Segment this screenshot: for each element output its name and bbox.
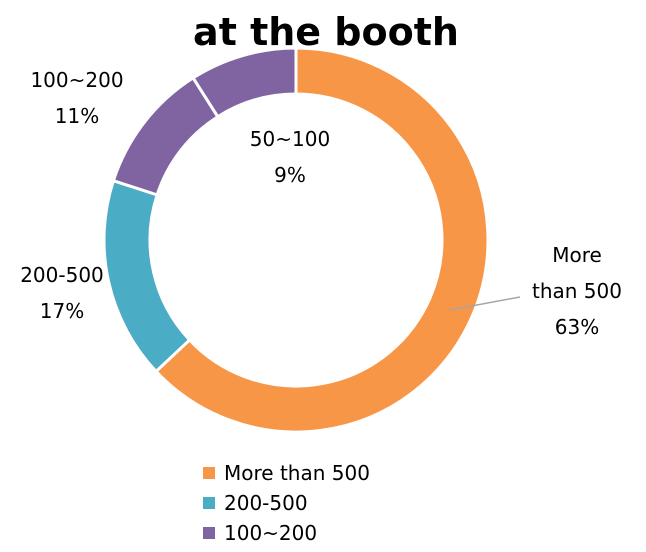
data-label-50-100-line-2: 9% — [274, 163, 306, 187]
slice-100-200 — [111, 75, 220, 197]
data-label-50-100-line-1: 50~100 — [250, 127, 330, 151]
legend-swatch-200-500 — [203, 497, 215, 509]
data-label-200-500-line-2: 17% — [40, 299, 84, 323]
legend-swatch-more-than-500 — [203, 467, 215, 479]
legend-label-100-200: 100~200 — [224, 521, 317, 545]
chart-title: at the booth — [193, 10, 459, 54]
data-label-100-200-line-1: 100~200 — [30, 68, 123, 92]
data-labels: More than 500 63% 200-500 17% 100~200 11% 50~10… — [20, 68, 622, 339]
slice-more-than-500 — [153, 46, 490, 434]
data-label-more-than-500-line-1: More — [552, 243, 602, 267]
legend: More than 500 200-500 100~200 — [203, 461, 370, 545]
slice-50-100 — [191, 46, 298, 119]
donut-slices — [102, 46, 490, 434]
data-label-200-500-line-1: 200-500 — [20, 263, 104, 287]
legend-swatch-100-200 — [203, 527, 215, 539]
data-label-more-than-500-line-2: than 500 — [532, 279, 622, 303]
data-label-more-than-500-line-3: 63% — [555, 315, 599, 339]
legend-label-more-than-500: More than 500 — [224, 461, 370, 485]
data-label-100-200-line-2: 11% — [55, 104, 99, 128]
legend-label-200-500: 200-500 — [224, 491, 308, 515]
leader-line-more-than-500 — [449, 296, 521, 311]
slice-200-500 — [102, 178, 192, 374]
